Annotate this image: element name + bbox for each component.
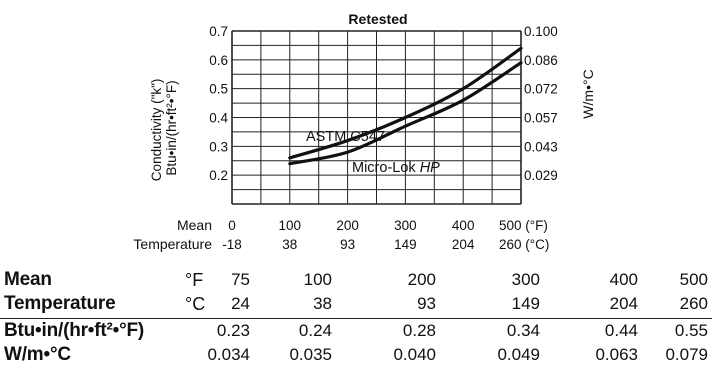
cell-wmc-5: 0.063 [595,345,638,364]
y-right-tick-label: 0.029 [524,168,558,183]
cell-c-24: 24 [231,294,250,313]
cell-wmc-2: 0.035 [289,345,332,364]
cell-f-200: 200 [407,270,436,289]
cell-c-93: 93 [417,294,436,313]
row-label-temperature: Temperature [4,293,116,314]
cell-wmc-3: 0.040 [393,345,436,364]
cell-btu-3: 0.28 [402,321,436,340]
cell-f-400: 400 [609,270,638,289]
y-axis-left-label-line2: Btu•in/(hr•ft²•°F) [164,80,179,175]
x-f-tick-label: 200 [336,218,359,233]
y-left-tick-label: 0.3 [209,139,228,154]
y-left-tick-label: 0.5 [209,82,228,97]
x-c-tick-label: 149 [394,237,417,252]
x-f-tick-label: 300 [394,218,417,233]
table-row-wmc: W/m•°C 0.034 0.035 0.040 0.049 0.063 0.0… [0,343,712,367]
x-f-tick-label: 400 [452,218,475,233]
table-row-btu: Btu•in/(hr•ft²•°F) 0.23 0.24 0.28 0.34 0… [0,319,712,343]
series-label-microlok: Micro-Lok HP [352,160,440,176]
y-left-tick-label: 0.7 [209,24,228,39]
chart-series [288,46,523,166]
y-left-tick-label: 0.4 [209,111,228,126]
y-right-tick-label: 0.057 [524,111,558,126]
cell-c-149: 149 [511,294,540,313]
y-axis-right-label: W/m•°C [580,69,596,118]
series-label-astm: ASTM C547 [306,129,385,145]
cell-wmc-4: 0.049 [497,345,540,364]
cell-btu-1: 0.23 [216,321,250,340]
series-micro-lok-hp-line [288,61,523,166]
y-axis-left-label-line1: Conductivity ("k") [149,79,164,182]
chart-tick-labels: 0.7 0.6 0.5 0.4 0.3 0.2 0.100 0.086 0.072 0.057 0.… [209,24,558,252]
series-label-microlok-text: Micro-Lok [352,160,420,176]
row-unit-c: °C [185,294,206,314]
x-f-tick-label: 100 [279,218,302,233]
row-label-btu: Btu•in/(hr•ft²•°F) [4,320,145,341]
y-right-tick-label: 0.072 [524,82,558,97]
cell-btu-2: 0.24 [298,321,332,340]
y-right-tick-label: 0.100 [524,24,558,39]
y-left-tick-label: 0.2 [209,168,228,183]
x-c-tick-label: -18 [222,237,242,252]
table-row-mean: Mean °F 75 100 200 300 400 500 [0,268,712,292]
cell-btu-4: 0.34 [506,321,540,340]
row-label-mean: Mean [4,269,52,290]
chart-grid [231,30,522,205]
series-astm-c547-line [288,46,523,160]
cell-wmc-6: 0.079 [665,345,708,364]
x-f-unit-label: 500 (°F) [499,218,548,233]
x-c-tick-label: 204 [452,237,475,252]
x-axis-label-mean: Mean [177,217,212,233]
conductivity-chart: Retested 0.7 0.6 0.5 0.4 0.3 0.2 0.100 0.086 0.0… [133,11,596,252]
table-row-temperature: Temperature °C 24 38 93 149 204 260 [0,292,712,316]
cell-f-300: 300 [511,270,540,289]
cell-f-75: 75 [231,270,250,289]
cell-wmc-1: 0.034 [207,345,250,364]
y-left-tick-label: 0.6 [209,53,228,68]
chart-title: Retested [348,11,407,27]
cell-btu-6: 0.55 [674,321,708,340]
series-label-microlok-hp: HP [420,160,440,176]
x-f-tick-label: 0 [228,218,236,233]
cell-c-204: 204 [609,294,638,313]
x-c-tick-label: 38 [282,237,297,252]
cell-c-260: 260 [679,294,708,313]
cell-f-100: 100 [303,270,332,289]
y-right-tick-label: 0.043 [524,139,558,154]
x-c-unit-label: 260 (°C) [499,237,549,252]
table-divider [0,318,712,319]
x-c-tick-label: 93 [340,237,355,252]
cell-c-38: 38 [313,294,332,313]
y-right-tick-label: 0.086 [524,53,558,68]
x-axis-label-temperature: Temperature [133,236,212,252]
cell-f-500: 500 [679,270,708,289]
cell-btu-5: 0.44 [604,321,638,340]
row-label-wmc: W/m•°C [4,344,71,365]
row-unit-f: °F [185,270,204,290]
y-axis-left-label: Conductivity ("k") Btu•in/(hr•ft²•°F) [149,75,179,181]
